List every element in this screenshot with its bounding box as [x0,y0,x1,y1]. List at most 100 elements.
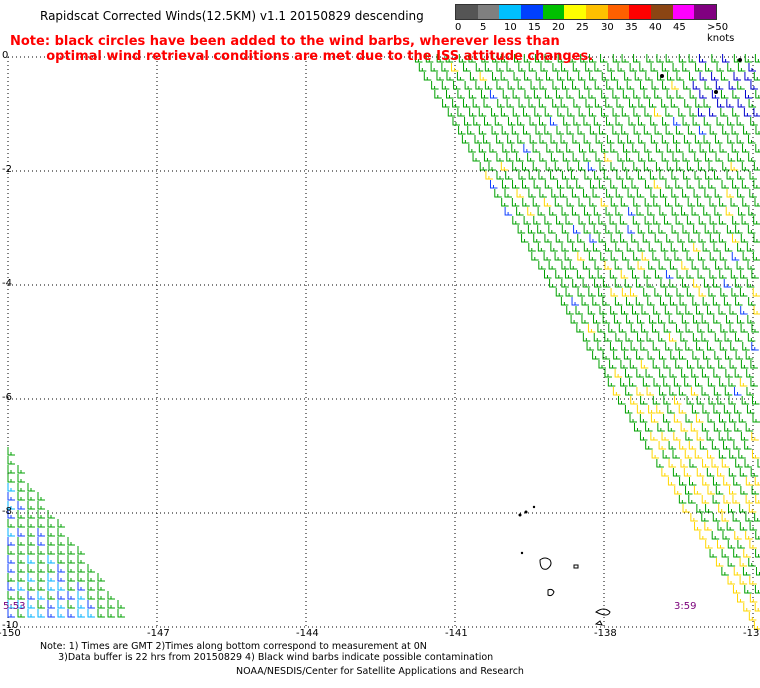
wind-barb [478,108,487,117]
wind-barb [676,90,684,99]
wind-barb [638,135,646,144]
wind-barb [602,297,610,306]
wind-barb [734,369,743,378]
wind-barb [538,99,547,108]
wind-barb [645,441,653,450]
wind-barb [661,153,670,162]
wind-barb [678,54,687,63]
wind-barb [500,108,509,117]
wind-barb [663,396,671,405]
legend-swatch [477,5,500,19]
wind-barb [633,198,641,207]
wind-barb [674,252,682,261]
wind-barb [745,513,753,522]
legend-label: 20 [552,22,565,33]
wind-barb [753,234,760,243]
wind-barb [744,459,753,468]
wind-barb [686,216,695,225]
wind-barb [656,459,664,468]
wind-barb [653,378,662,387]
wind-barb [540,63,548,72]
wind-barb [452,117,460,126]
wind-barb [701,513,709,522]
wind-barb [712,513,721,522]
wind-barb [453,81,461,90]
wind-barb [565,216,573,225]
wind-barb [714,135,723,144]
wind-barb [661,63,670,72]
wind-barb [650,63,659,72]
wind-barb [708,396,717,405]
wind-barb [57,537,65,546]
wind-barb [17,474,25,483]
wind-barb [696,504,704,513]
wind-barb [578,216,587,225]
wind-barb [669,333,677,342]
wind-barb [535,126,543,135]
wind-barb [684,450,693,459]
wind-barb [746,405,755,414]
wind-barb [637,171,646,180]
wind-barb [57,573,65,582]
wind-barb [753,72,760,81]
wind-barb [530,81,539,90]
wind-barb [548,261,557,270]
wind-barb [731,252,740,261]
wind-barb [737,243,745,252]
wind-barb [636,207,644,216]
wind-barb [720,72,729,81]
wind-barb [592,243,601,252]
wind-barb [653,180,662,189]
wind-barb [669,369,677,378]
wind-barb [677,234,685,243]
wind-barb [730,342,738,351]
wind-barb [523,126,531,135]
wind-barb [610,234,619,243]
wind-barb [475,63,484,72]
wind-barb [713,387,722,396]
wind-barb [605,99,613,108]
wind-barb [598,234,607,243]
wind-barb [721,549,730,558]
wind-barb [694,522,702,531]
wind-barb [744,441,752,450]
wind-barb [711,90,720,99]
wind-barb [588,288,596,297]
wind-barb [750,81,758,90]
wind-barb [734,387,742,396]
wind-barb [695,414,704,423]
wind-barb [688,495,696,504]
wind-barb [662,81,670,90]
latitude-label: -8 [2,506,12,517]
wind-barb [750,468,759,477]
wind-barb [716,117,725,126]
wind-barb [550,171,558,180]
wind-barb [696,432,705,441]
wind-barb [578,72,586,81]
wind-barb [733,567,742,576]
wind-barb [559,189,568,198]
wind-barb [618,396,626,405]
wind-barb [595,135,604,144]
wind-barb [706,306,715,315]
latitude-label: -6 [2,392,12,403]
wind-barb [645,423,653,432]
wind-barb [690,387,699,396]
wind-barb [736,261,745,270]
wind-barb [691,207,700,216]
wind-barb [686,288,695,297]
wind-barb [715,486,724,495]
wind-barb [753,621,760,630]
wind-barb [117,600,125,609]
wind-barb [725,207,734,216]
wind-barb [720,324,728,333]
wind-barb [528,171,537,180]
wind-barb [615,117,623,126]
wind-barb [686,396,695,405]
wind-barb [690,513,698,522]
wind-barb [592,351,600,360]
wind-barb [500,72,509,81]
wind-barb [724,243,733,252]
wind-barb [753,306,760,315]
wind-barb [731,126,740,135]
